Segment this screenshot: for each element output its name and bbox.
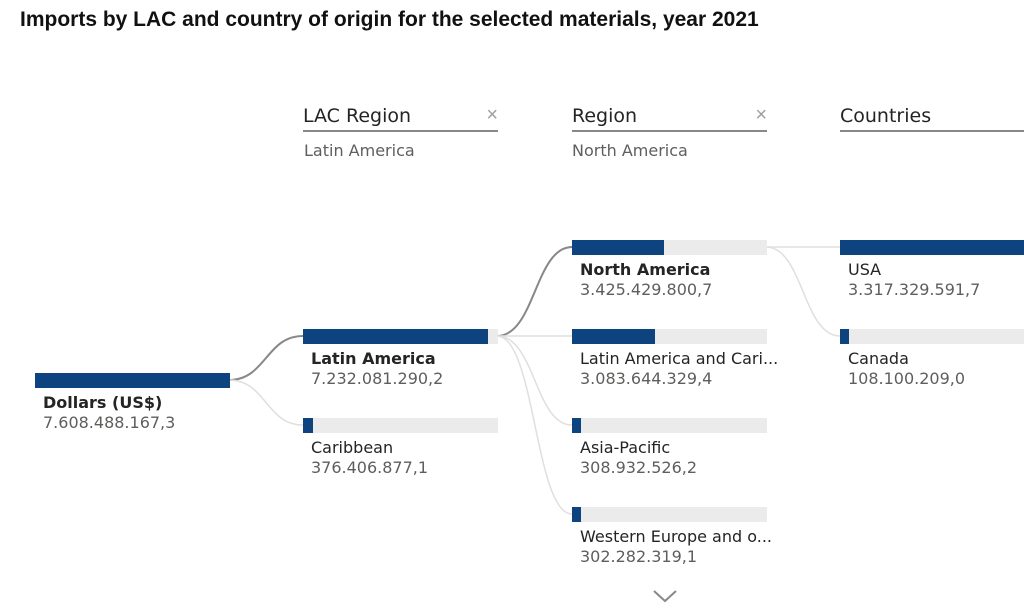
node-bar: [572, 329, 655, 344]
chevron-down-icon[interactable]: [652, 588, 678, 604]
level-name: Region: [572, 105, 638, 127]
node-label: North America: [580, 260, 711, 279]
node-value: 302.282.319,1: [580, 547, 698, 566]
node-bar: [35, 373, 230, 388]
link-north-america-canada: [765, 246, 841, 337]
node-bar-track: [572, 418, 767, 433]
node-label: Latin America: [311, 349, 436, 368]
chart-title: Imports by LAC and country of origin for…: [20, 8, 759, 31]
node-bar: [572, 418, 581, 433]
node-value: 7.608.488.167,3: [43, 413, 176, 432]
node-bar-track: [303, 418, 498, 433]
level-header-lac-region[interactable]: LAC Region ×: [303, 104, 498, 132]
level-name: LAC Region: [303, 105, 412, 127]
node-value: 3.425.429.800,7: [580, 280, 713, 299]
close-icon[interactable]: ×: [486, 104, 498, 126]
link-root-latin-america: [228, 335, 304, 381]
node-value: 7.232.081.290,2: [311, 369, 444, 388]
node-label: Dollars (US$): [43, 393, 163, 412]
node-bar: [840, 240, 1024, 255]
node-value: 3.083.644.329,4: [580, 369, 713, 388]
link-latam-western-europe: [496, 335, 573, 515]
level-header-countries[interactable]: Countries: [840, 104, 1024, 132]
level-filter-region: North America: [572, 141, 688, 160]
node-label: USA: [848, 260, 882, 279]
link-root-caribbean: [228, 379, 304, 426]
link-latam-asia-pacific: [496, 335, 573, 426]
node-label: Latin America and Cari...: [580, 349, 779, 368]
node-bar: [572, 507, 581, 522]
node-value: 376.406.877,1: [311, 458, 429, 477]
node-label: Asia-Pacific: [580, 438, 671, 457]
node-value: 108.100.209,0: [848, 369, 966, 388]
level-filter-lac-region: Latin America: [304, 141, 415, 160]
link-latam-north-america: [496, 246, 573, 337]
node-bar-track: [840, 329, 1024, 344]
node-label: Western Europe and o...: [580, 527, 773, 546]
node-bar: [572, 240, 664, 255]
node-bar-track: [572, 507, 767, 522]
node-label: Caribbean: [311, 438, 394, 457]
node-bar: [840, 329, 849, 344]
level-name: Countries: [840, 105, 932, 127]
node-label: Canada: [848, 349, 909, 368]
node-bar: [303, 329, 488, 344]
close-icon[interactable]: ×: [755, 104, 767, 126]
node-value: 308.932.526,2: [580, 458, 698, 477]
node-value: 3.317.329.591,7: [848, 280, 981, 299]
node-bar: [303, 418, 313, 433]
level-header-region[interactable]: Region ×: [572, 104, 767, 132]
